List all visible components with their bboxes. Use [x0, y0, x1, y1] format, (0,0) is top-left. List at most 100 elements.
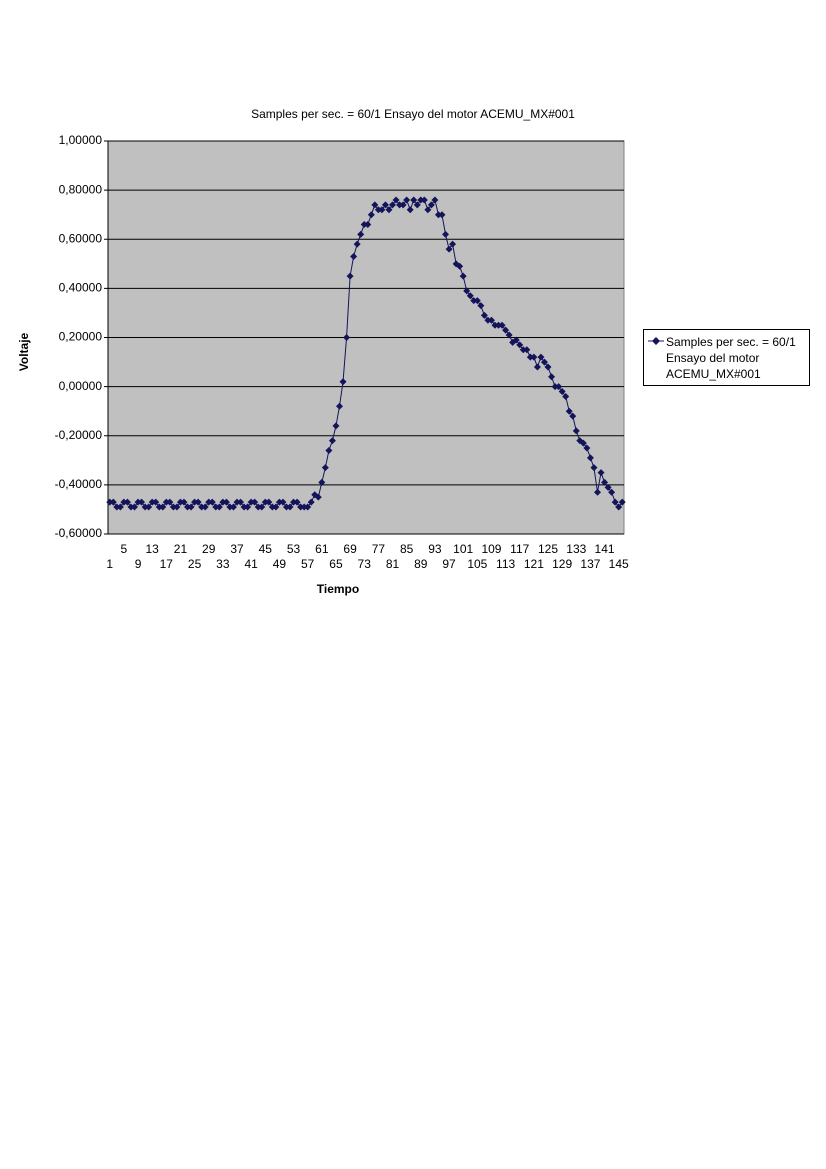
data-point [417, 196, 425, 204]
data-point [134, 498, 142, 506]
data-point [480, 311, 488, 319]
legend-marker [648, 337, 664, 345]
data-point [410, 196, 418, 204]
data-point [138, 498, 146, 506]
data-point [346, 272, 354, 280]
x-tick-label: 137 [580, 557, 600, 571]
x-tick-label: 17 [160, 557, 174, 571]
data-point [526, 353, 534, 361]
data-point [293, 498, 301, 506]
x-tick-label: 105 [467, 557, 487, 571]
data-point [244, 503, 252, 511]
data-point [459, 272, 467, 280]
x-tick-label: 9 [135, 557, 142, 571]
data-point [512, 336, 520, 344]
data-point [169, 503, 177, 511]
data-point [325, 446, 333, 454]
data-point [611, 498, 619, 506]
data-point [300, 503, 308, 511]
data-point [470, 297, 478, 305]
x-tick-label: 5 [121, 542, 128, 556]
data-point [424, 206, 432, 214]
data-point [328, 437, 336, 445]
data-point [219, 498, 227, 506]
data-point [572, 427, 580, 435]
data-point [282, 503, 290, 511]
y-tick-label: -0,20000 [55, 428, 103, 442]
data-point [123, 498, 131, 506]
data-point [343, 334, 351, 341]
data-point [251, 498, 259, 506]
x-tick-label: 85 [400, 542, 414, 556]
data-point [237, 498, 245, 506]
data-point [385, 206, 393, 214]
data-point [279, 498, 287, 506]
data-point [212, 503, 220, 511]
data-point [498, 321, 506, 329]
y-axis-label: Voltaje [17, 332, 31, 371]
x-tick-label: 65 [329, 557, 343, 571]
data-point [106, 498, 114, 506]
data-point [427, 201, 435, 209]
data-point [374, 206, 382, 214]
x-tick-label: 29 [202, 542, 216, 556]
data-point [357, 230, 365, 238]
data-point [152, 498, 160, 506]
x-tick-label: 121 [524, 557, 544, 571]
data-point [406, 206, 414, 214]
data-point [555, 383, 563, 391]
x-tick-label: 45 [259, 542, 273, 556]
x-tick-label: 129 [552, 557, 572, 571]
data-point [127, 503, 135, 511]
data-point [484, 316, 492, 324]
x-tick-label: 49 [273, 557, 287, 571]
data-point [523, 346, 531, 354]
data-point [314, 493, 322, 501]
data-point [562, 392, 570, 400]
data-point [463, 287, 471, 295]
data-point [431, 196, 439, 204]
data-point [187, 503, 195, 511]
data-point [321, 464, 329, 472]
legend-label: Samples per sec. = 60/1 Ensayo del motor… [666, 335, 796, 381]
data-point [491, 321, 499, 329]
data-point [162, 498, 170, 506]
data-point [148, 498, 156, 506]
x-tick-label: 101 [453, 542, 473, 556]
data-point [215, 503, 223, 511]
data-point [530, 353, 538, 361]
x-tick-label: 125 [538, 542, 558, 556]
data-point [558, 388, 566, 396]
y-tick-label: -0,60000 [55, 526, 103, 540]
data-point [318, 478, 326, 486]
data-point [548, 373, 556, 381]
data-point [597, 469, 605, 477]
x-axis-label: Tiempo [317, 582, 359, 596]
data-point [254, 503, 262, 511]
data-point [198, 503, 206, 511]
data-point [392, 196, 400, 204]
data-point [378, 206, 386, 214]
data-point [240, 503, 248, 511]
x-tick-label: 117 [510, 542, 529, 556]
data-point [618, 498, 626, 506]
data-point [272, 503, 280, 511]
y-tick-label: 0,40000 [59, 281, 103, 295]
x-tick-label: 73 [358, 557, 372, 571]
data-point [339, 378, 347, 386]
x-tick-label: 1 [106, 557, 113, 571]
x-tick-label: 141 [595, 542, 615, 556]
data-point [442, 230, 450, 238]
data-point [116, 503, 124, 511]
data-point [159, 503, 167, 511]
data-point [569, 412, 577, 420]
data-point [551, 383, 559, 391]
data-point [307, 498, 315, 506]
x-tick-label: 77 [372, 542, 386, 556]
data-point [565, 407, 573, 415]
data-point [516, 341, 524, 349]
y-tick-label: 0,60000 [59, 231, 103, 245]
legend: Samples per sec. = 60/1 Ensayo del motor… [643, 329, 810, 386]
